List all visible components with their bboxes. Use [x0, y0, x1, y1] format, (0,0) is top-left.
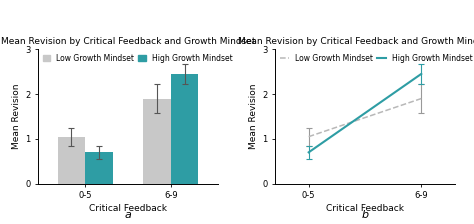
- Bar: [85, 152, 112, 184]
- Legend: Low Growth Mindset, High Growth Mindset: Low Growth Mindset, High Growth Mindset: [42, 53, 233, 64]
- Bar: [171, 74, 198, 184]
- Text: a: a: [125, 209, 131, 220]
- Y-axis label: Mean Revision: Mean Revision: [12, 84, 21, 149]
- X-axis label: Critical Feedback: Critical Feedback: [326, 205, 404, 213]
- Legend: Low Growth Mindset, High Growth Mindset: Low Growth Mindset, High Growth Mindset: [279, 53, 474, 64]
- Title: Mean Revision by Critical Feedback and Growth Mindset: Mean Revision by Critical Feedback and G…: [238, 37, 474, 46]
- Title: Mean Revision by Critical Feedback and Growth Mindset: Mean Revision by Critical Feedback and G…: [1, 37, 255, 46]
- Y-axis label: Mean Revision: Mean Revision: [249, 84, 258, 149]
- Text: b: b: [361, 209, 369, 220]
- Bar: [58, 137, 85, 184]
- Bar: [144, 99, 171, 184]
- X-axis label: Critical Feedback: Critical Feedback: [89, 205, 167, 213]
